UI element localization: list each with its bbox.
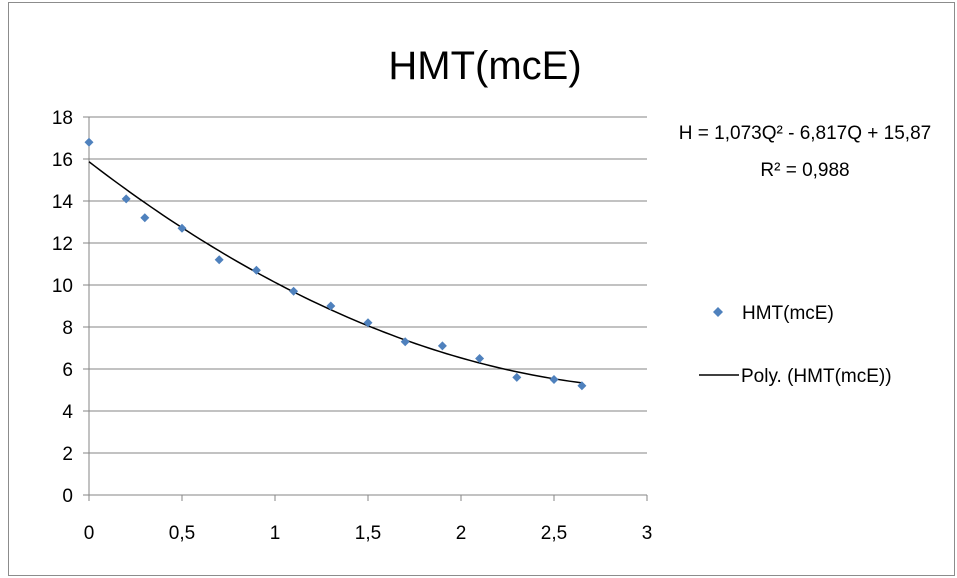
data-point <box>121 194 131 204</box>
gridlines <box>89 116 647 454</box>
y-tick-label: 18 <box>52 108 73 129</box>
chart-frame: 0 2 4 6 8 10 12 14 16 18 0 0,5 1 1,5 2 2,5 3 HMT(mcE) H … <box>8 2 955 576</box>
data-point <box>549 375 559 384</box>
x-tick-label: 0,5 <box>169 523 195 544</box>
data-point <box>363 318 373 328</box>
data-point <box>326 301 336 311</box>
r-squared-label: R² = 0,988 <box>760 160 849 181</box>
x-tick-label: 3 <box>642 523 653 544</box>
data-point <box>475 354 485 363</box>
data-point <box>512 372 522 382</box>
y-tick-label: 4 <box>62 402 73 423</box>
y-tick-label: 2 <box>62 444 73 465</box>
data-point <box>437 341 447 351</box>
data-point <box>214 255 224 265</box>
tick-labels: 0 2 4 6 8 10 12 14 16 18 0 0,5 1 1,5 2 2,5 3 <box>52 108 652 544</box>
axes <box>83 116 648 501</box>
data-points <box>84 137 587 391</box>
data-point <box>289 286 299 296</box>
chart-title: HMT(mcE) <box>388 44 581 88</box>
x-tick-label: 2 <box>456 523 467 544</box>
data-point <box>577 381 587 391</box>
legend-marker-points <box>713 307 723 317</box>
y-tick-label: 10 <box>52 276 73 297</box>
data-point <box>251 265 261 275</box>
trendline <box>88 161 582 384</box>
x-tick-label: 0 <box>84 523 95 544</box>
y-tick-label: 0 <box>62 486 73 507</box>
x-tick-label: 1 <box>270 523 281 544</box>
data-point <box>140 213 150 223</box>
trendline-group <box>88 161 582 384</box>
chart-area: 0 2 4 6 8 10 12 14 16 18 0 0,5 1 1,5 2 2,5 3 HMT(mcE) H … <box>52 44 931 544</box>
y-tick-label: 16 <box>52 150 73 171</box>
legend: HMT(mcE) Poly. (HMT(mcE)) <box>699 303 892 387</box>
data-point <box>400 337 410 347</box>
y-tick-label: 8 <box>62 318 73 339</box>
legend-label-points: HMT(mcE) <box>742 303 834 324</box>
data-point <box>84 137 94 147</box>
y-tick-label: 6 <box>62 360 73 381</box>
data-point <box>177 223 187 233</box>
x-tick-label: 1,5 <box>355 523 381 544</box>
legend-label-trendline: Poly. (HMT(mcE)) <box>741 366 892 387</box>
y-tick-label: 12 <box>52 234 73 255</box>
trendline-equation: H = 1,073Q² - 6,817Q + 15,87 <box>679 123 931 144</box>
y-tick-label: 14 <box>52 192 74 213</box>
x-tick-label: 2,5 <box>541 523 567 544</box>
